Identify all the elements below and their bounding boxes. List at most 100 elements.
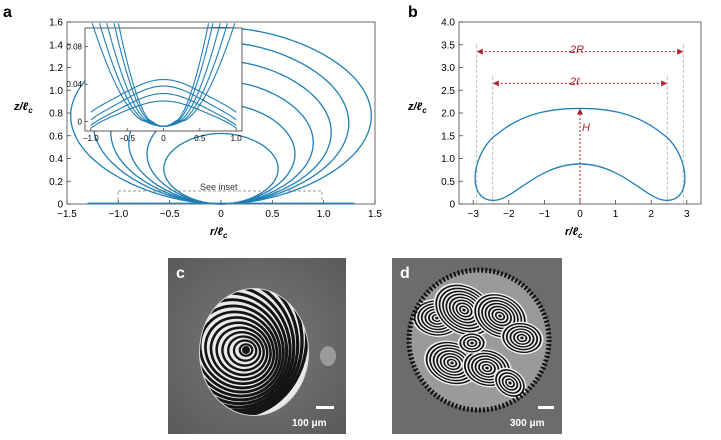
panel-b-annotations xyxy=(476,48,684,204)
inset-curve xyxy=(91,23,236,127)
panel-c-scalebar-label: 100 μm xyxy=(292,418,327,429)
panel-c: c 100 μm xyxy=(168,258,346,434)
x-tick-label: −1 xyxy=(539,209,551,220)
inset-y-tick-label: 0 xyxy=(78,118,83,127)
x-tick-label: −1.0 xyxy=(108,209,128,220)
annot-2R: 2R xyxy=(569,44,584,56)
fringe-ring xyxy=(199,288,304,416)
fringe-ring xyxy=(199,288,309,416)
y-tick-label: 1.4 xyxy=(49,40,63,51)
panel-d-scalebar xyxy=(538,406,554,409)
x-tick-label: 3 xyxy=(684,209,690,220)
panel-b-xlabel: r/ℓc xyxy=(565,226,583,240)
fringe-ring xyxy=(215,326,269,377)
see-inset-box xyxy=(117,190,323,205)
panel-a-yticks: 0 0.2 0.4 0.6 0.8 1.0 1.2 1.4 1.6 xyxy=(49,18,71,211)
y-tick-label: 1.5 xyxy=(441,131,455,142)
panel-d: d 300 μm xyxy=(392,258,562,434)
panel-a-drop-curve xyxy=(163,132,279,205)
y-tick-label: 0.6 xyxy=(49,131,63,142)
panel-c-scalebar xyxy=(316,406,334,409)
panel-a-xlabel: r/ℓc xyxy=(210,226,228,240)
fringe-ring xyxy=(209,321,272,381)
y-tick-label: 0 xyxy=(57,200,63,211)
x-tick-label: −2 xyxy=(503,209,515,220)
y-tick-label: 3.5 xyxy=(441,40,455,51)
fringe-ring xyxy=(204,316,276,386)
panel-b: b 0 0.5 1.0 1.5 2.0 2.5 3.0 3.5 4.0 −3 −2 −1 0 1 2 3 2… xyxy=(407,4,702,240)
inset-flat-curve xyxy=(90,85,237,121)
arrowhead-2l-right xyxy=(661,80,668,87)
x-tick-label: 0 xyxy=(218,209,224,220)
inset-ticks: −1.0 −0.5 0 0.5 1.0 0 0.04 0.08 xyxy=(66,43,242,143)
arrowhead-2R-right xyxy=(677,48,684,55)
inset-flat-curve xyxy=(90,78,237,113)
inset-x-tick-label: 1.0 xyxy=(231,134,243,143)
annot-2l: 2ℓ xyxy=(569,76,580,88)
panel-a-ylabel: z/ℓc xyxy=(13,101,33,115)
x-tick-label: 2 xyxy=(648,209,654,220)
y-tick-label: 1.0 xyxy=(49,86,63,97)
annot-H: H xyxy=(582,122,590,134)
panel-d-label: d xyxy=(400,265,410,282)
fringe-ring xyxy=(227,335,262,367)
panel-c-label: c xyxy=(176,265,185,282)
fringe-center xyxy=(242,346,250,354)
panel-a-label: a xyxy=(3,4,12,21)
fringe-spot xyxy=(470,341,474,345)
inset-x-tick-label: −1.0 xyxy=(83,134,99,143)
panel-d-fringes xyxy=(411,283,544,399)
y-tick-label: 2.0 xyxy=(441,109,455,120)
fringe-spot xyxy=(520,336,524,340)
x-tick-label: −3 xyxy=(468,209,480,220)
fringe-ring xyxy=(238,343,254,357)
y-tick-label: 2.5 xyxy=(441,86,455,97)
panel-b-label: b xyxy=(408,4,418,21)
y-tick-label: 0.4 xyxy=(49,154,63,165)
x-tick-label: 1.0 xyxy=(317,209,331,220)
inset-y-tick-label: 0.04 xyxy=(66,80,82,89)
x-tick-label: 0.5 xyxy=(265,209,279,220)
inset-y-tick-label: 0.08 xyxy=(66,43,82,52)
y-tick-label: 1.6 xyxy=(49,18,63,29)
x-tick-label: −0.5 xyxy=(160,209,180,220)
panel-b-xticks: −3 −2 −1 0 1 2 3 xyxy=(468,200,690,220)
panel-a: a 0 0.2 0.4 0.6 0.8 1.0 1.2 1.4 1.6 −1.5 −1.0 −0.5… xyxy=(3,4,382,240)
fringe-ring xyxy=(199,288,296,409)
fringe-ring xyxy=(232,339,258,362)
y-tick-label: 0.2 xyxy=(49,177,63,188)
fringe-spot xyxy=(450,361,454,365)
arrowhead-2l-left xyxy=(492,80,499,87)
fringe-ring xyxy=(199,288,300,413)
inset-flat-curve xyxy=(90,92,237,126)
y-tick-label: 1.0 xyxy=(441,154,455,165)
panel-d-scalebar-label: 300 μm xyxy=(510,418,545,429)
arrowhead-H xyxy=(577,108,583,115)
fringe-spot xyxy=(485,366,489,370)
inset-x-tick-label: 0 xyxy=(161,134,166,143)
panel-b-yticks: 0 0.5 1.0 1.5 2.0 2.5 3.0 3.5 4.0 xyxy=(441,18,463,211)
y-tick-label: 0.5 xyxy=(441,177,455,188)
fringe-spot xyxy=(508,381,512,385)
arrowhead-2R-left xyxy=(476,48,483,55)
x-tick-label: −1.5 xyxy=(57,209,77,220)
panel-b-ylabel: z/ℓc xyxy=(407,101,427,115)
see-inset-label: See inset xyxy=(200,182,238,192)
y-tick-label: 1.2 xyxy=(49,63,63,74)
x-tick-label: 1 xyxy=(613,209,619,220)
y-tick-label: 0.8 xyxy=(49,109,63,120)
x-tick-label: 1.5 xyxy=(368,209,382,220)
panel-b-guides xyxy=(476,44,684,204)
fringe-spot xyxy=(462,308,466,312)
y-tick-label: 0 xyxy=(449,200,455,211)
y-tick-label: 3.0 xyxy=(441,63,455,74)
inset-curves xyxy=(90,23,237,129)
panel-c-fringes xyxy=(199,288,309,416)
x-tick-label: 0 xyxy=(577,209,583,220)
fringe-ring xyxy=(221,331,265,372)
fringe-ring xyxy=(199,310,279,390)
y-tick-label: 4.0 xyxy=(441,18,455,29)
inset-x-tick-label: 0.5 xyxy=(194,134,206,143)
inset-x-tick-label: −0.5 xyxy=(119,134,135,143)
fringe-spot xyxy=(498,314,502,318)
